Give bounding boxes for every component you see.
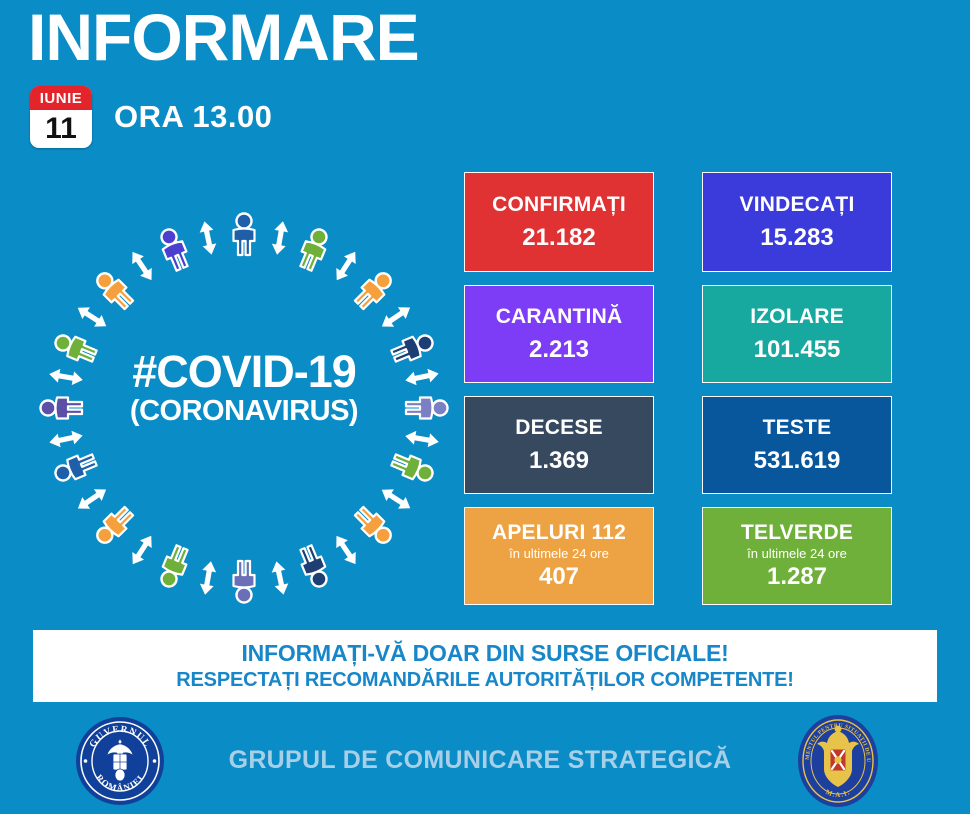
stat-label: TELVERDE xyxy=(740,521,854,545)
stat-card-teste[interactable]: TESTE 531.619 xyxy=(702,396,892,494)
calendar-day-label: 11 xyxy=(45,112,77,145)
stat-card-apeluri-112[interactable]: APELURI 112 în ultimele 24 ore 407 xyxy=(464,507,654,605)
card-row: CONFIRMAȚI 21.182 VINDECAȚI 15.283 xyxy=(464,172,904,272)
page-title: INFORMARE xyxy=(28,0,420,74)
people-circle-icon: #COVID-19 (CORONAVIRUS) xyxy=(24,198,464,618)
stat-card-carantina[interactable]: CARANTINĂ 2.213 xyxy=(464,285,654,383)
stat-value: 1.369 xyxy=(528,446,590,474)
people-circle-svg xyxy=(39,212,449,604)
stat-value: 15.283 xyxy=(760,223,834,251)
stat-card-decese[interactable]: DECESE 1.369 xyxy=(464,396,654,494)
stat-value: 21.182 xyxy=(522,223,596,251)
stat-label: TESTE xyxy=(762,415,832,439)
stat-label: CONFIRMAȚI xyxy=(492,192,626,216)
stat-card-confirmati[interactable]: CONFIRMAȚI 21.182 xyxy=(464,172,654,272)
card-row: APELURI 112 în ultimele 24 ore 407 TELVE… xyxy=(464,507,904,605)
header: INFORMARE IUNIE 11 ORA 13.00 xyxy=(0,0,970,165)
stat-value: 531.619 xyxy=(753,446,841,474)
svg-text:M.A.I.: M.A.I. xyxy=(824,788,851,799)
stat-note: în ultimele 24 ore xyxy=(509,545,609,561)
stat-label: APELURI 112 xyxy=(491,521,627,545)
notice-line-2: RESPECTAȚI RECOMANDĂRILE AUTORITĂȚILOR C… xyxy=(176,669,794,691)
stat-value: 1.287 xyxy=(766,563,828,591)
calendar-icon: IUNIE 11 xyxy=(30,86,92,148)
stat-note: în ultimele 24 ore xyxy=(747,545,847,561)
calendar-month-label: IUNIE xyxy=(30,86,92,110)
dsu-mai-seal-icon: DEPARTAMENTUL PENTRU SITUAȚII DE URGENȚĂ… xyxy=(786,707,888,809)
stat-card-izolare[interactable]: IZOLARE 101.455 xyxy=(702,285,892,383)
guvernul-romaniei-seal-icon: GUVERNUL ROMÂNIEI xyxy=(72,715,168,807)
stat-label: CARANTINĂ xyxy=(495,304,623,328)
stat-card-vindecati[interactable]: VINDECAȚI 15.283 xyxy=(702,172,892,272)
stat-value: 101.455 xyxy=(753,335,841,363)
stat-label: IZOLARE xyxy=(750,304,844,328)
card-row: DECESE 1.369 TESTE 531.619 xyxy=(464,396,904,494)
notice-banner: INFORMAȚI-VĂ DOAR DIN SURSE OFICIALE! RE… xyxy=(33,630,937,702)
card-row: CARANTINĂ 2.213 IZOLARE 101.455 xyxy=(464,285,904,383)
date-row: IUNIE 11 ORA 13.00 xyxy=(30,86,272,148)
stat-value: 2.213 xyxy=(528,335,590,363)
stat-label: VINDECAȚI xyxy=(739,192,855,216)
hour-label: ORA 13.00 xyxy=(114,99,273,134)
notice-line-1: INFORMAȚI-VĂ DOAR DIN SURSE OFICIALE! xyxy=(241,640,729,666)
stat-cards-grid: CONFIRMAȚI 21.182 VINDECAȚI 15.283 CARAN… xyxy=(464,172,904,618)
stat-label: DECESE xyxy=(515,415,603,439)
stat-card-telverde[interactable]: TELVERDE în ultimele 24 ore 1.287 xyxy=(702,507,892,605)
footer-text: GRUPUL DE COMUNICARE STRATEGICĂ xyxy=(228,745,732,774)
footer: GUVERNUL ROMÂNIEI GRUPUL DE COMUNICARE S… xyxy=(0,706,970,814)
stat-value: 407 xyxy=(538,563,580,591)
